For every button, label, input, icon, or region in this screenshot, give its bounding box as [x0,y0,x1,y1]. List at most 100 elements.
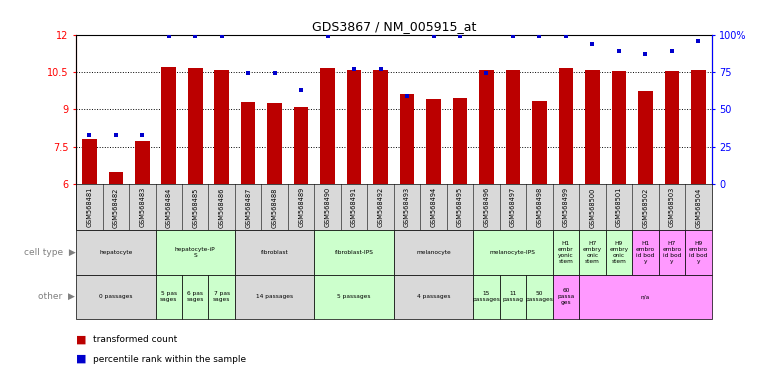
Point [428,33,440,39]
Text: n/a: n/a [641,294,650,299]
Text: GSM568496: GSM568496 [483,187,489,227]
Point [613,48,625,54]
Text: GSM568499: GSM568499 [563,187,569,227]
Text: GSM568503: GSM568503 [669,187,675,227]
Bar [155,230,235,275]
Bar [638,91,653,184]
Bar [400,94,414,184]
Bar [209,275,235,319]
Title: GDS3867 / NM_005915_at: GDS3867 / NM_005915_at [312,20,476,33]
Text: GSM568489: GSM568489 [298,187,304,227]
Bar [294,107,308,184]
Point [639,51,651,57]
Point [83,132,95,138]
Text: GSM568484: GSM568484 [166,187,172,228]
Bar [314,275,394,319]
Bar [552,230,579,275]
Point [215,33,228,39]
Point [401,93,413,99]
Bar [585,70,600,184]
Bar [267,103,282,184]
Text: ■: ■ [76,354,87,364]
Bar [612,71,626,184]
Text: GSM568502: GSM568502 [642,187,648,228]
Text: cell type  ▶: cell type ▶ [24,248,75,257]
Text: fibroblast: fibroblast [261,250,288,255]
Point [348,66,360,72]
Bar [374,70,388,184]
Text: 15
passages: 15 passages [473,291,501,302]
Bar [473,230,552,275]
Bar [685,230,712,275]
Text: hepatocyte-iP
S: hepatocyte-iP S [175,247,215,258]
Text: 11
passag: 11 passag [502,291,524,302]
Text: H7
embry
onic
stem: H7 embry onic stem [583,241,602,264]
Text: melanocyte-IPS: melanocyte-IPS [490,250,536,255]
Bar [347,70,361,184]
Bar [606,230,632,275]
Text: GSM568504: GSM568504 [696,187,702,228]
Text: 6 pas
sages: 6 pas sages [186,291,204,302]
Point [666,48,678,54]
Text: 0 passages: 0 passages [99,294,132,299]
Bar [658,230,685,275]
Text: H1
embr
yonic
stem: H1 embr yonic stem [558,241,574,264]
Text: GSM568495: GSM568495 [457,187,463,227]
Text: GSM568498: GSM568498 [537,187,543,227]
Point [295,87,307,93]
Bar [559,68,573,184]
Bar [479,70,494,184]
Text: H7
embro
id bod
y: H7 embro id bod y [662,241,681,264]
Point [480,70,492,76]
Point [110,132,122,138]
Text: GSM568481: GSM568481 [86,187,92,227]
Bar [82,139,97,184]
Point [454,33,466,39]
Bar [155,275,182,319]
Point [322,33,334,39]
Text: 14 passages: 14 passages [256,294,293,299]
Bar [632,230,658,275]
Point [560,33,572,39]
Text: hepatocyte: hepatocyte [99,250,132,255]
Text: GSM568501: GSM568501 [616,187,622,227]
Text: percentile rank within the sample: percentile rank within the sample [93,354,246,364]
Text: ■: ■ [76,335,87,345]
Point [533,33,546,39]
Text: GSM568497: GSM568497 [510,187,516,227]
Bar [579,230,606,275]
Bar [691,70,705,184]
Text: GSM568485: GSM568485 [193,187,199,228]
Bar [320,68,335,184]
Bar [394,275,473,319]
Bar [579,275,712,319]
Point [374,66,387,72]
Text: 5 pas
sages: 5 pas sages [160,291,177,302]
Text: 4 passages: 4 passages [417,294,451,299]
Text: GSM568491: GSM568491 [351,187,357,227]
Bar [241,102,256,184]
Text: H9
embro
id bod
y: H9 embro id bod y [689,241,708,264]
Point [693,38,705,44]
Text: transformed count: transformed count [93,335,177,344]
Text: other  ▶: other ▶ [39,292,75,301]
Bar [532,101,546,184]
Text: GSM568490: GSM568490 [325,187,330,227]
Bar [235,275,314,319]
Text: 5 passages: 5 passages [337,294,371,299]
Bar [76,230,155,275]
Bar [664,71,679,184]
Bar [109,172,123,184]
Bar [453,98,467,184]
Point [586,40,598,46]
Point [189,33,202,39]
Text: 50
passages: 50 passages [526,291,553,302]
Text: melanocyte: melanocyte [416,250,451,255]
Text: H1
embro
id bod
y: H1 embro id bod y [635,241,655,264]
Bar [526,275,552,319]
Bar [182,275,209,319]
Bar [235,230,314,275]
Bar [394,230,473,275]
Bar [473,275,500,319]
Text: GSM568492: GSM568492 [377,187,384,227]
